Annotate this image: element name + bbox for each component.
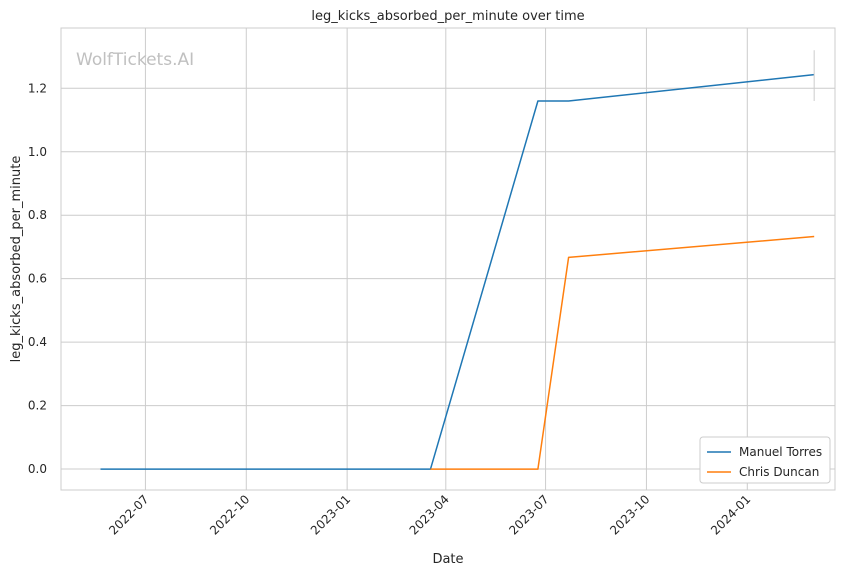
x-axis-label: Date	[432, 552, 463, 567]
legend-box	[699, 436, 831, 484]
y-tick-label: 1.0	[28, 145, 47, 159]
y-tick-label: 0.4	[28, 335, 47, 349]
legend: Manuel Torres Chris Duncan	[699, 436, 831, 484]
y-tick-label: 0.2	[28, 399, 47, 413]
chart-title: leg_kicks_absorbed_per_minute over time	[311, 9, 584, 24]
x-axis-ticks: 2022-07 2022-10 2023-01 2023-04 2023-07 2023-…	[106, 492, 753, 537]
plot-area	[60, 27, 836, 491]
x-tick-label: 2023-04	[407, 492, 452, 537]
y-tick-label: 0.0	[28, 462, 47, 476]
y-tick-label: 0.8	[28, 208, 47, 222]
legend-label-manuel-torres: Manuel Torres	[739, 445, 822, 459]
y-tick-label: 1.2	[28, 81, 47, 95]
legend-label-chris-duncan: Chris Duncan	[739, 465, 819, 479]
y-tick-label: 0.6	[28, 272, 47, 286]
x-tick-label: 2022-07	[106, 492, 151, 537]
y-axis-ticks: 0.0 0.2 0.4 0.6 0.8 1.0 1.2	[28, 81, 47, 476]
series-line-chris-duncan	[430, 235, 815, 470]
series-line-manuel-torres	[100, 73, 815, 470]
x-tick-label: 2022-10	[207, 492, 252, 537]
x-tick-label: 2024-01	[708, 492, 753, 537]
watermark: WolfTickets.AI	[76, 50, 194, 70]
x-tick-label: 2023-07	[506, 492, 551, 537]
y-axis-label: leg_kicks_absorbed_per_minute	[9, 156, 24, 363]
grid	[61, 28, 835, 490]
x-tick-label: 2023-10	[607, 492, 652, 537]
series-lines	[100, 50, 815, 470]
x-tick-label: 2023-01	[308, 492, 353, 537]
